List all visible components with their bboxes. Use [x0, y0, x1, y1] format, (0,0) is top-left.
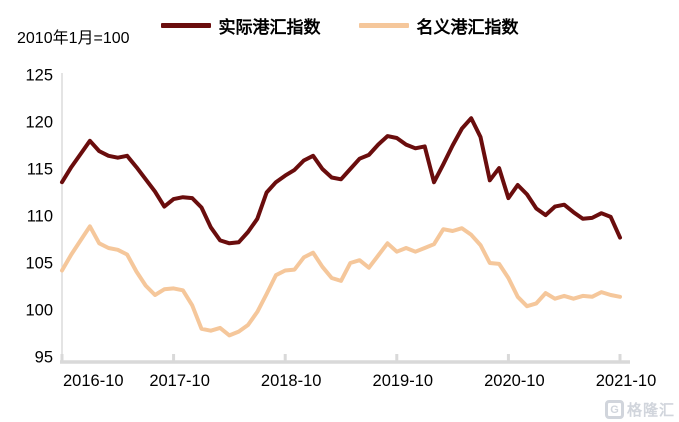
real-index-line-swatch [160, 23, 211, 28]
y-tick-label: 95 [35, 349, 53, 367]
y-tick-label: 115 [27, 161, 53, 179]
x-tick-label: 2018-10 [261, 372, 322, 390]
y-tick-label: 100 [25, 302, 53, 320]
gelonghui-watermark-text: 格隆汇 [626, 402, 675, 419]
y-tick-label: 105 [25, 255, 53, 273]
y-tick-label: 125 [25, 67, 53, 85]
nominal-index-line-swatch [358, 23, 409, 28]
x-tick-label: 2016-10 [63, 372, 124, 390]
x-tick-label: 2019-10 [373, 372, 434, 390]
chart-subtitle: 2010年1月=100 [17, 30, 130, 47]
y-tick-label: 120 [25, 114, 53, 132]
gelonghui-logo-icon: G [604, 400, 624, 419]
y-tick-label: 110 [27, 208, 53, 226]
legend-label-nominal-index: 名义港汇指数 [416, 18, 519, 37]
chart-legend: 实际港汇指数 名义港汇指数 [0, 13, 679, 38]
real-index-line [60, 116, 622, 246]
legend-item-real-index: 实际港汇指数 [160, 13, 321, 38]
nominal-index-line [60, 224, 622, 338]
x-tick-label: 2020-10 [484, 372, 545, 390]
x-tick-label: 2017-10 [149, 372, 210, 390]
legend-label-real-index: 实际港汇指数 [218, 18, 321, 37]
x-tick-label: 2021-10 [596, 372, 657, 390]
gelonghui-watermark: G 格隆汇 [604, 399, 675, 420]
legend-item-nominal-index: 名义港汇指数 [358, 13, 519, 38]
